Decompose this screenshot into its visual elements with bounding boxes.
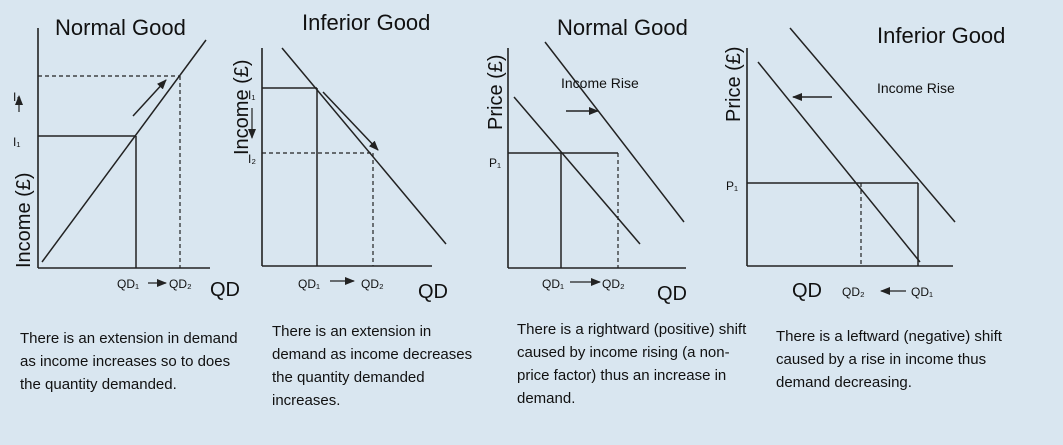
panel-3-xtick-qd2: QD₂: [602, 277, 625, 291]
panel-1-xtick-qd1: QD₁: [117, 277, 139, 291]
panel-3-title: Normal Good: [557, 15, 688, 40]
panel-2-x-axis-label: QD: [418, 281, 448, 303]
panel-2-title: Inferior Good: [302, 10, 430, 35]
panel-3-ytick-p1: P₁: [489, 156, 501, 170]
panel-3-xtick-qd1: QD₁: [542, 277, 564, 291]
panel-4-title: Inferior Good: [877, 23, 1005, 48]
panel-1-income-line: [41, 39, 207, 263]
panel-inferior-good-shift: Inferior Good Price (£) QD P₁ Income Ris…: [723, 23, 1005, 302]
panel-4-x-axis-label: QD: [792, 280, 822, 302]
panel-1-ytick-i1: I₁: [13, 135, 20, 149]
panel-2-xtick-qd2: QD₂: [361, 277, 384, 291]
panel-inferior-good-income: Inferior Good Income (£) QD I₁ I₂ QD₁ QD…: [231, 10, 448, 303]
panel-4-xtick-qd2: QD₂: [842, 285, 865, 299]
panel-3-income-rise-label: Income Rise: [561, 75, 639, 91]
panel-2-description: There is an extension in demand as incom…: [272, 323, 473, 409]
panel-1-ytick-i2: I₂: [13, 90, 21, 104]
panel-normal-good-income: Normal Good Income (£) QD I₂ I₁ QD₁ QD₂: [13, 15, 240, 301]
panel-2-y-axis-label: Income (£): [231, 59, 253, 155]
panel-3-demand-shifted: [544, 41, 685, 223]
panel-4-demand-original: [789, 27, 956, 223]
panel-1-x-axis-label: QD: [210, 279, 240, 301]
panel-2-income-line: [281, 47, 447, 245]
panel-1-y-axis-label: Income (£): [13, 172, 35, 268]
panel-2-xtick-qd1: QD₁: [298, 277, 320, 291]
panel-4-ytick-p1: P₁: [726, 179, 738, 193]
panel-3-x-axis-label: QD: [657, 283, 687, 305]
panel-3-description: There is a rightward (positive) shift ca…: [517, 321, 747, 407]
panel-normal-good-shift: Normal Good Price (£) QD P₁ Income Rise …: [485, 15, 688, 305]
panel-4-income-rise-label: Income Rise: [877, 80, 955, 96]
panel-4-xtick-qd1: QD₁: [911, 285, 933, 299]
panel-1-xtick-qd2: QD₂: [169, 277, 192, 291]
panel-4-y-axis-label: Price (£): [723, 46, 745, 122]
panel-3-demand-original: [513, 96, 641, 245]
panel-4-demand-shifted: [757, 61, 921, 263]
panel-1-description: There is an extension in demand as incom…: [20, 330, 238, 393]
panel-1-movement-arrow: [132, 79, 167, 117]
panel-4-description: There is a leftward (negative) shift cau…: [776, 328, 1002, 391]
panel-2-ytick-i2: I₂: [248, 152, 256, 166]
panel-2-ytick-i1: I₁: [248, 88, 255, 102]
panel-1-title: Normal Good: [55, 15, 186, 40]
panel-3-y-axis-label: Price (£): [485, 54, 507, 130]
panel-2-movement-arrow: [322, 91, 379, 151]
